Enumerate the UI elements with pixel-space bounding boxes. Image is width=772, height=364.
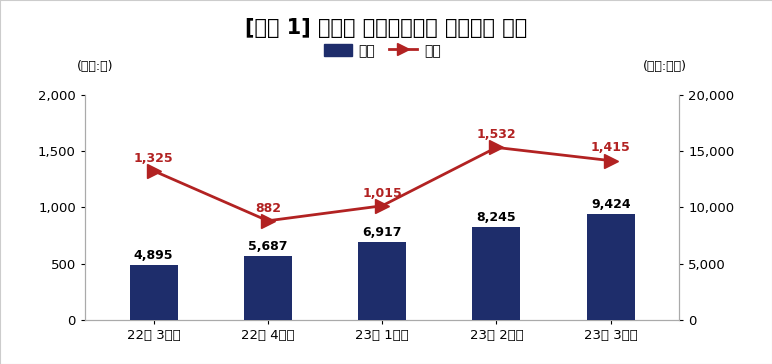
Text: 6,917: 6,917	[362, 226, 402, 239]
Bar	[358, 242, 406, 320]
Text: 1,015: 1,015	[362, 187, 402, 199]
Text: [그림 1] 분기별 주식관련사채 권리행사 현황: [그림 1] 분기별 주식관련사채 권리행사 현황	[245, 18, 527, 38]
Text: (단위:건): (단위:건)	[77, 60, 113, 73]
Text: 8,245: 8,245	[476, 211, 516, 224]
Text: 9,424: 9,424	[591, 198, 631, 211]
Text: 5,687: 5,687	[248, 240, 288, 253]
Text: (단위:억원): (단위:억원)	[643, 60, 687, 73]
Bar	[130, 265, 178, 320]
Bar	[472, 227, 520, 320]
Legend: 금액, 건수: 금액, 건수	[318, 38, 446, 63]
Bar	[587, 214, 635, 320]
Text: 1,415: 1,415	[591, 142, 631, 154]
Text: 1,532: 1,532	[476, 128, 516, 141]
Bar	[244, 256, 292, 320]
Text: 4,895: 4,895	[134, 249, 173, 262]
Text: 1,325: 1,325	[134, 151, 174, 165]
Text: 882: 882	[255, 202, 281, 215]
